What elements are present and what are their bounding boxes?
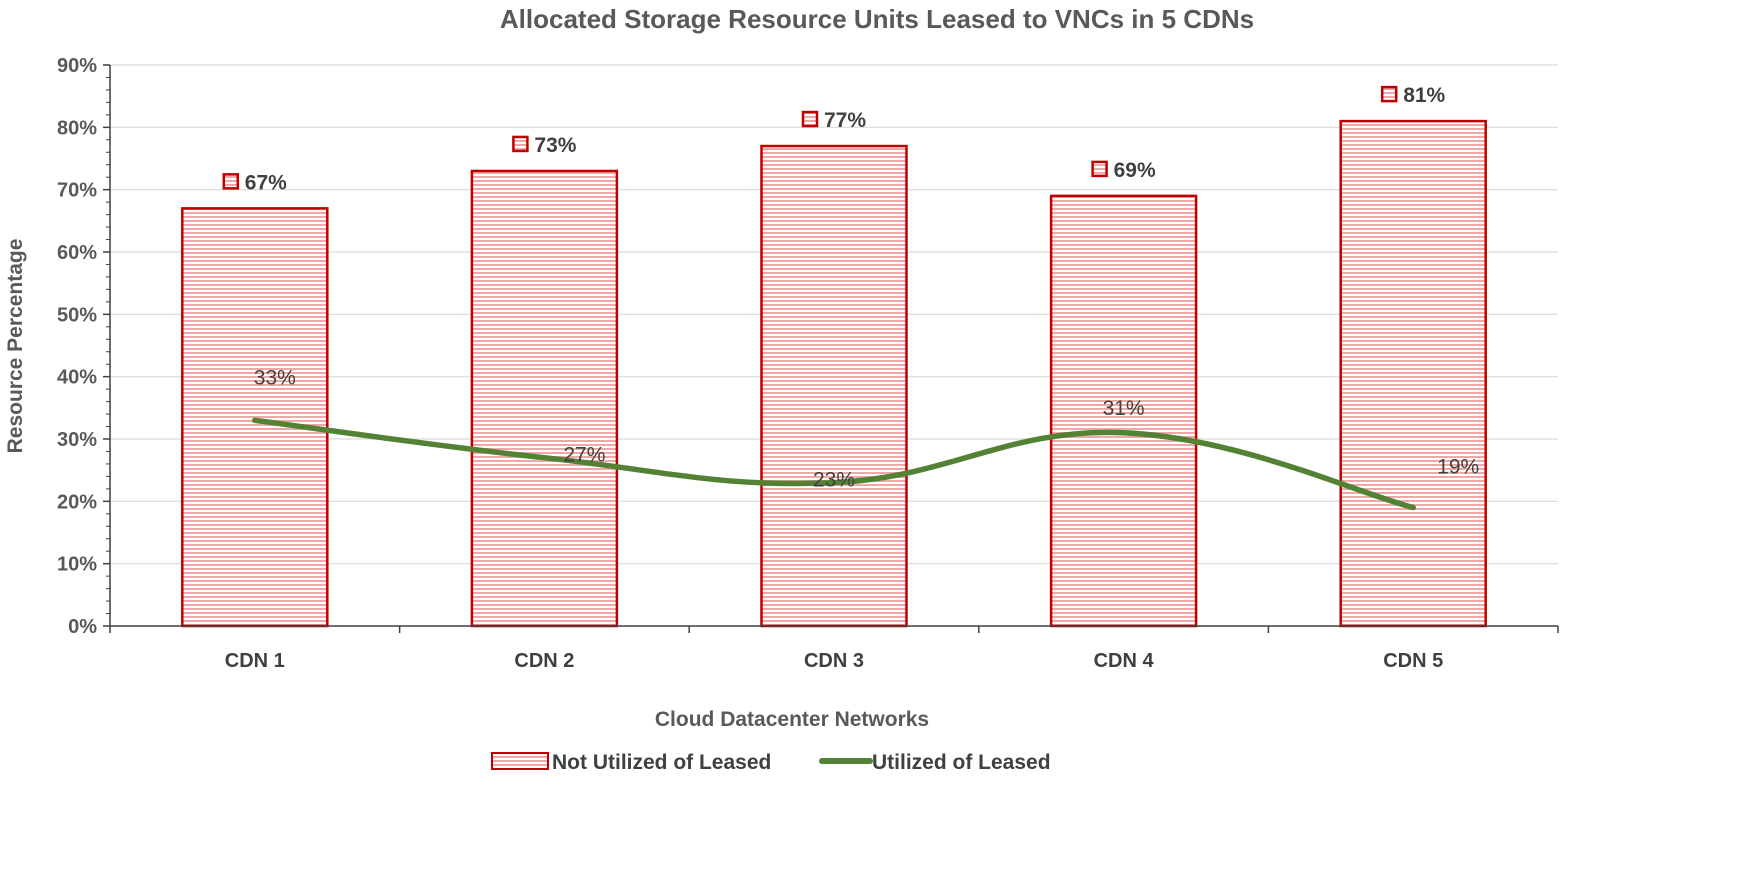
chart-title: Allocated Storage Resource Units Leased … [500, 4, 1254, 34]
line-value-label: 27% [563, 444, 605, 467]
bar-label-marker [512, 135, 529, 153]
line-point [1410, 505, 1416, 511]
line-value-label: 23% [813, 469, 855, 492]
y-tick-label: 50% [57, 304, 97, 326]
line-point [541, 455, 547, 461]
line-value-label: 19% [1437, 456, 1479, 479]
line-point [1121, 430, 1127, 436]
y-tick-label: 90% [57, 55, 97, 77]
bar [1339, 119, 1487, 628]
bar [470, 169, 619, 628]
x-tick-label: CDN 5 [1383, 650, 1443, 672]
y-tick-label: 20% [57, 491, 97, 513]
bar-series [181, 119, 1487, 628]
line-value-label: 31% [1103, 397, 1145, 420]
y-tick-label: 30% [57, 429, 97, 451]
bar-value-label: 69% [1114, 159, 1156, 182]
bar-value-label: 81% [1403, 84, 1445, 107]
y-tick-label: 80% [57, 117, 97, 139]
y-tick-label: 10% [57, 554, 97, 576]
legend-label-not-utilized: Not Utilized of Leased [552, 751, 771, 774]
data-labels: 67% 73% 77% 69% 81% 33% 27% 23% 31% 19% [222, 84, 1479, 492]
x-axis-title: Cloud Datacenter Networks [655, 708, 929, 731]
bar-label-marker [1380, 85, 1398, 103]
line-series [252, 417, 1416, 511]
bar-value-label: 67% [245, 171, 287, 194]
legend-label-utilized: Utilized of Leased [872, 751, 1051, 774]
y-tick-label: 70% [57, 180, 97, 202]
legend: Not Utilized of Leased Utilized of Lease… [491, 751, 1051, 774]
bar [1049, 194, 1198, 628]
bar-label-marker [1091, 160, 1108, 178]
y-tick-label: 60% [57, 242, 97, 264]
axes: 0% 10% 20% 30% 40% 50% 60% 70% 80% 90% CDN 1 CDN 2 C… [57, 55, 1559, 672]
y-tick-label: 0% [68, 616, 97, 638]
bar-value-label: 77% [824, 109, 866, 132]
x-tick-label: CDN 4 [1094, 650, 1155, 672]
y-tick-label: 40% [57, 367, 97, 389]
line-point [831, 480, 837, 486]
bar [760, 144, 908, 628]
line-point [252, 417, 258, 423]
bar-label-marker [222, 173, 240, 190]
x-tick-label: CDN 2 [514, 650, 574, 672]
bar-label-marker [801, 110, 819, 128]
y-axis-title: Resource Percentage [4, 239, 27, 454]
x-tick-label: CDN 3 [804, 650, 864, 672]
line-value-label: 33% [254, 366, 296, 389]
x-tick-label: CDN 1 [225, 650, 285, 672]
legend-swatch-not-utilized [491, 752, 549, 770]
bar-value-label: 73% [534, 134, 576, 157]
bar [181, 207, 329, 628]
